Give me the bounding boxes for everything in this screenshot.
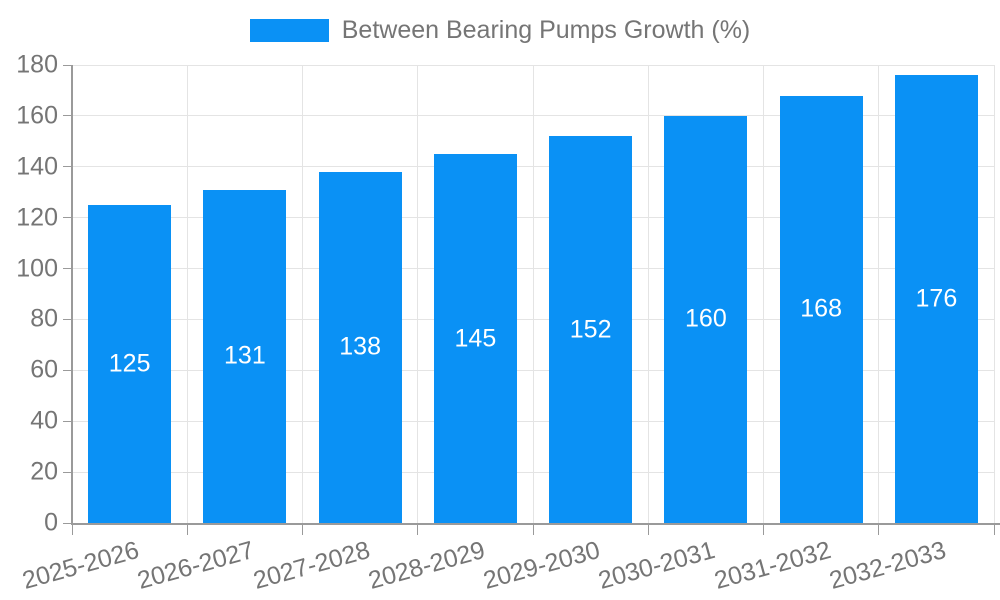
- y-axis-label: 20: [30, 457, 58, 486]
- y-axis-label: 60: [30, 355, 58, 384]
- y-axis-tick: [63, 268, 71, 270]
- x-axis-tick: [417, 525, 419, 535]
- vertical-gridline: [302, 65, 303, 523]
- x-axis-label: 2031-2032: [710, 536, 834, 595]
- y-axis-tick: [63, 471, 71, 473]
- vertical-gridline: [647, 65, 649, 523]
- x-axis-tick: [878, 525, 880, 535]
- bar: [433, 154, 517, 523]
- legend-swatch: [249, 19, 329, 42]
- bar: [318, 171, 402, 523]
- vertical-gridline: [763, 65, 764, 523]
- y-axis-label: 100: [16, 254, 58, 283]
- bar: [664, 115, 748, 523]
- bar-value-label: 160: [685, 304, 727, 333]
- vertical-gridline: [532, 65, 534, 523]
- bar-value-label: 176: [915, 284, 958, 313]
- bar: [549, 136, 633, 523]
- y-axis-label: 120: [16, 203, 58, 232]
- legend-item[interactable]: Between Bearing Pumps Growth (%): [249, 16, 751, 45]
- x-axis-label: 2032-2033: [826, 536, 949, 595]
- bar-value-label: 168: [800, 294, 842, 323]
- bar-value-label: 138: [339, 332, 381, 361]
- y-axis-label: 0: [44, 508, 58, 537]
- bar: [779, 95, 863, 523]
- vertical-gridline: [878, 65, 880, 523]
- y-axis-tick: [63, 64, 71, 66]
- y-axis-tick: [63, 369, 71, 371]
- x-axis-label: 2030-2031: [595, 536, 719, 595]
- x-axis-tick: [302, 525, 303, 535]
- x-axis-tick: [763, 525, 764, 535]
- bar-value-label: 145: [454, 324, 497, 353]
- y-axis-label: 140: [16, 152, 58, 181]
- x-axis-tick: [186, 525, 188, 535]
- legend: Between Bearing Pumps Growth (%): [0, 16, 1000, 45]
- vertical-gridline: [993, 65, 995, 523]
- x-axis-label: 2029-2030: [480, 536, 604, 595]
- y-axis-line: [71, 65, 73, 525]
- bar-value-label: 152: [569, 315, 612, 344]
- y-axis-tick: [63, 115, 71, 117]
- y-axis-tick: [63, 420, 71, 422]
- x-axis-label: 2026-2027: [134, 536, 258, 595]
- x-axis-label: 2027-2028: [249, 536, 373, 595]
- legend-label: Between Bearing Pumps Growth (%): [341, 16, 751, 44]
- x-axis-tick: [532, 525, 534, 535]
- y-axis-label: 180: [16, 50, 58, 79]
- y-axis-label: 80: [30, 304, 58, 333]
- y-axis-tick: [63, 318, 71, 320]
- x-axis-line: [72, 523, 1000, 525]
- bar: [203, 189, 287, 523]
- y-axis-tick: [63, 217, 71, 219]
- x-axis-label: 2028-2029: [365, 536, 488, 595]
- bar-value-label: 131: [224, 341, 266, 370]
- bar: [894, 75, 978, 523]
- bar: [88, 204, 172, 523]
- x-axis-label: 2025-2026: [19, 536, 143, 595]
- x-axis-tick: [71, 525, 73, 535]
- y-axis-tick: [63, 522, 71, 524]
- vertical-gridline: [417, 65, 419, 523]
- x-axis-tick: [993, 525, 995, 535]
- y-axis-label: 160: [16, 101, 58, 130]
- y-axis-tick: [63, 166, 71, 168]
- x-axis-tick: [647, 525, 649, 535]
- bar-value-label: 125: [108, 349, 151, 378]
- vertical-gridline: [186, 65, 188, 523]
- y-axis-label: 40: [30, 406, 58, 435]
